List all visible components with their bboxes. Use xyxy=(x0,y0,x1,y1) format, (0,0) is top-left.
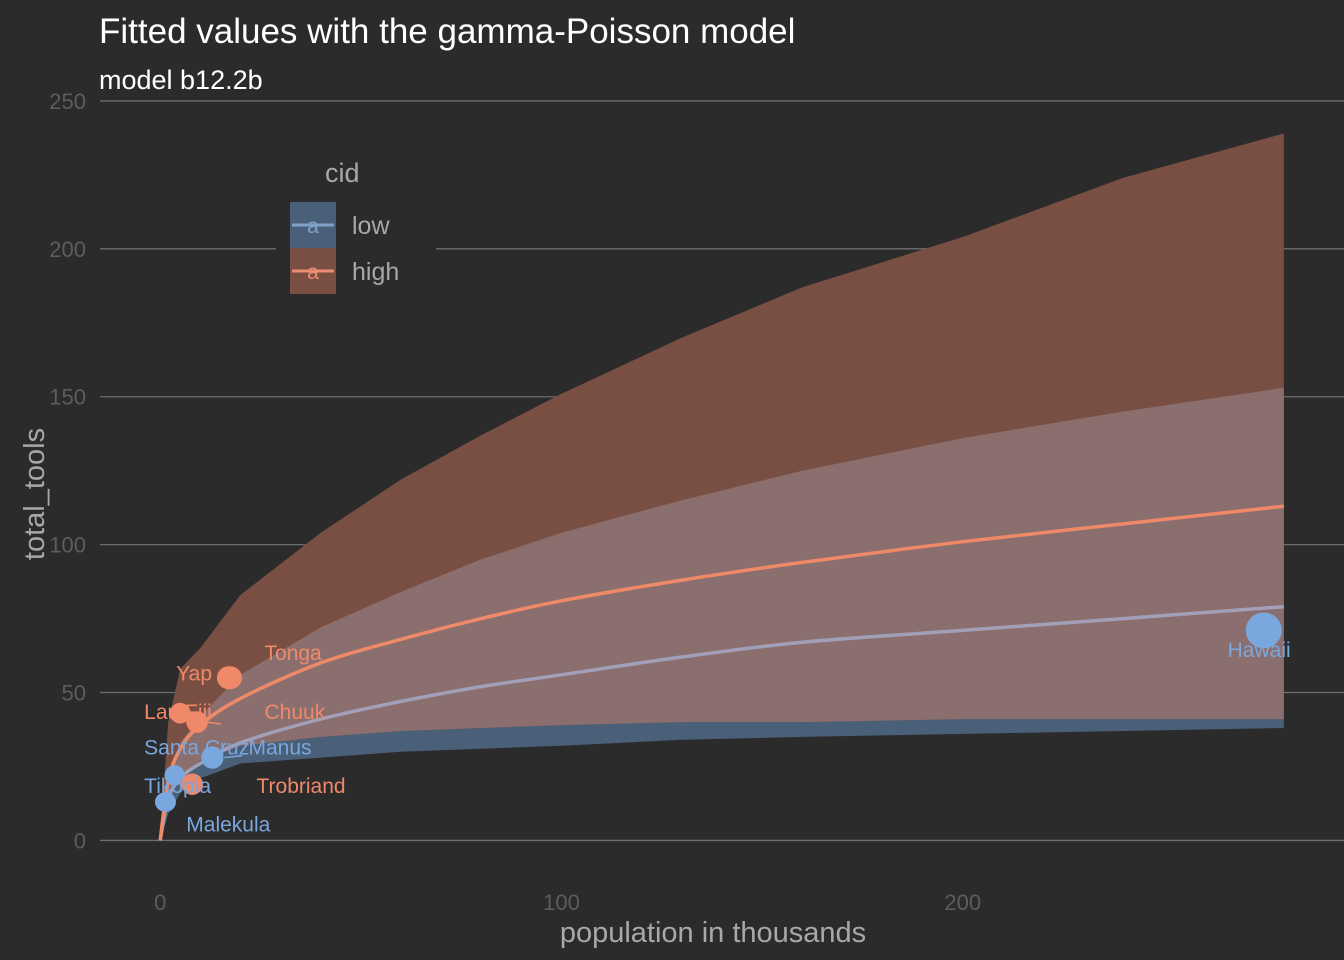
point-santa-cruz xyxy=(164,765,185,786)
legend-glyph-low: a xyxy=(307,215,319,238)
y-tick-label-200: 200 xyxy=(49,237,86,262)
tick-layer: 0 50 100 150 200 250 0 100 200 xyxy=(49,89,981,915)
point-label-santa-cruz: Santa Cruz xyxy=(144,737,249,760)
y-axis-title: total_tools xyxy=(19,428,51,560)
point-tikopia xyxy=(156,792,176,812)
x-tick-label-0: 0 xyxy=(154,890,166,915)
point-label-manus: Manus xyxy=(248,737,311,760)
point-label-lau-fiji: Lau Fiji xyxy=(144,701,212,724)
x-tick-label-100: 100 xyxy=(543,890,580,915)
point-trobriand xyxy=(181,773,203,795)
point-layer xyxy=(154,612,1282,812)
x-axis-title: population in thousands xyxy=(560,917,866,949)
chart-title: Fitted values with the gamma-Poisson mod… xyxy=(99,12,795,51)
legend-label-high: high xyxy=(352,258,399,286)
fitted-line-low xyxy=(158,604,1284,841)
point-tonga xyxy=(218,666,242,690)
legend-glyph-high: a xyxy=(307,261,319,284)
y-tick-label-150: 150 xyxy=(49,385,86,410)
legend-entry-high: a high xyxy=(290,248,399,294)
leader-manus xyxy=(224,754,243,759)
point-label-tikopia: Tikopia xyxy=(144,775,211,798)
chart-subtitle: model b12.2b xyxy=(99,65,263,95)
ribbon-overlap xyxy=(160,387,1284,841)
legend-entry-low: a low xyxy=(290,202,390,248)
y-tick-label-50: 50 xyxy=(62,681,86,706)
legend-label-low: low xyxy=(352,212,390,240)
point-label-hawaii: Hawaii xyxy=(1228,639,1291,662)
point-manus xyxy=(201,746,224,769)
y-tick-label-100: 100 xyxy=(49,533,86,558)
ribbon-layer xyxy=(160,133,1284,841)
point-chuuk xyxy=(186,711,208,733)
y-tick-label-0: 0 xyxy=(74,828,86,853)
point-label-yap: Yap xyxy=(176,663,212,686)
point-lau-fiji xyxy=(169,702,191,724)
point-label-tonga: Tonga xyxy=(265,642,323,665)
point-hawaii xyxy=(1245,612,1282,649)
legend: cid a low a high xyxy=(276,150,436,300)
y-tick-label-250: 250 xyxy=(49,89,86,114)
x-tick-label-200: 200 xyxy=(944,890,981,915)
label-layer: Malekula Tikopia Santa Cruz Manus Hawaii Lau … xyxy=(144,639,1291,837)
point-label-malekula: Malekula xyxy=(186,814,270,837)
leader-chuuk xyxy=(207,721,222,725)
point-label-chuuk: Chuuk xyxy=(265,701,326,724)
legend-title: cid xyxy=(325,158,360,188)
point-label-trobriand: Trobriand xyxy=(257,775,346,798)
